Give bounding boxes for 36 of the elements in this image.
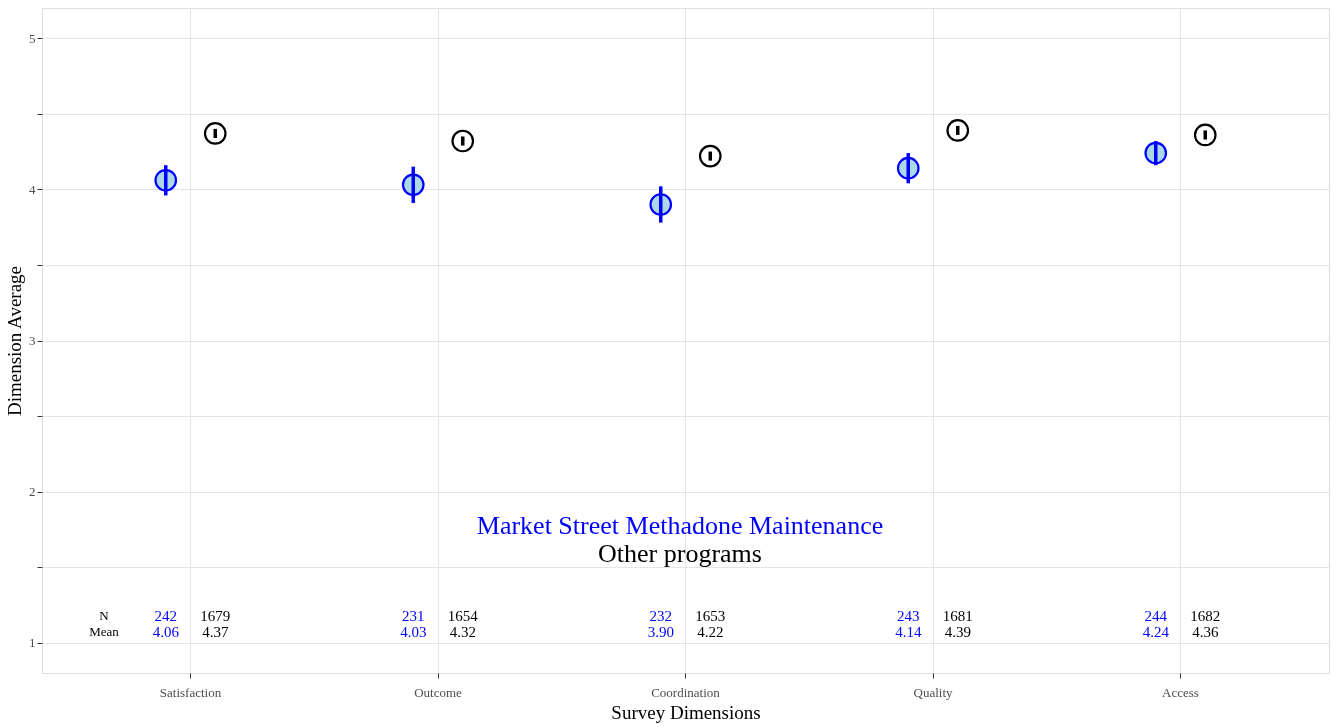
annotation: 4.32: [449, 624, 476, 641]
annotation: 4.24: [1142, 624, 1170, 641]
y-tick-label: 4: [29, 181, 36, 197]
y-axis-title: Dimension Average: [4, 265, 25, 417]
annotation: 1654: [447, 607, 479, 624]
annotation: 4.06: [152, 624, 180, 641]
annotation: 243: [897, 607, 920, 624]
y-tick-label: 5: [29, 30, 36, 46]
text: Other programs: [598, 538, 762, 568]
y-tick-label: 1: [29, 635, 36, 651]
annotation: 244: [1144, 607, 1168, 624]
annotation: Mean: [89, 624, 120, 640]
annotation: 1679: [200, 607, 231, 624]
x-tick-label: Satisfaction: [159, 684, 222, 700]
annotation: 1682: [1190, 607, 1221, 624]
annotation: 232: [649, 607, 672, 624]
annotation: 4.03: [400, 624, 427, 641]
annotation: 4.37: [202, 624, 229, 641]
annotation: 3.90: [647, 624, 674, 641]
x-axis-title: Survey Dimensions: [611, 701, 761, 723]
y-tick-label: 2: [29, 484, 36, 500]
x-tick-label: Outcome: [414, 684, 463, 700]
annotation: 4.14: [895, 624, 922, 641]
annotation: 4.22: [697, 624, 724, 641]
annotation: 1681: [942, 607, 973, 624]
annotation: 1653: [695, 607, 726, 624]
text: Market Street Methadone Maintenance: [476, 511, 884, 541]
annotation: 4.39: [944, 624, 971, 641]
annotation: 4.36: [1192, 624, 1219, 641]
annotation: 242: [154, 607, 177, 624]
x-tick-label: Quality: [913, 684, 953, 700]
y-tick-label: 3: [29, 333, 36, 348]
x-tick-label: Coordination: [651, 684, 721, 700]
x-tick-label: Access: [1162, 684, 1199, 700]
annotation: 231: [402, 607, 425, 624]
annotation: N: [99, 607, 110, 623]
